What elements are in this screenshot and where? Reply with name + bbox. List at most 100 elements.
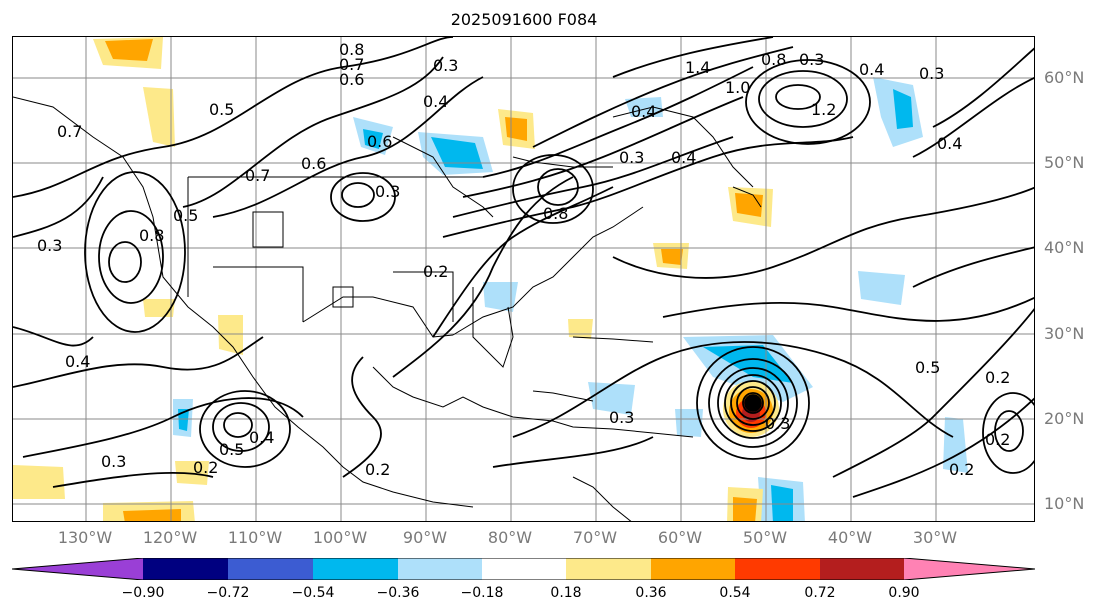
colorbar-svg (12, 558, 1035, 580)
contour-label: 1.2 (811, 100, 836, 119)
contour-label: 0.3 (37, 236, 62, 255)
contour-label: 0.4 (423, 92, 448, 111)
lat-label: 40°N (1044, 238, 1085, 257)
contour-label: 0.5 (173, 206, 198, 225)
colorbar-segment (566, 558, 651, 580)
orange-patch (661, 249, 683, 265)
colorbar-segment (820, 558, 904, 580)
contour-label: 0.4 (937, 134, 962, 153)
contour-label: 0.5 (915, 358, 940, 377)
contour-label: 0.3 (375, 182, 400, 201)
colorbar-segment (313, 558, 398, 580)
lon-label: 110°W (227, 528, 283, 547)
hurricane-contour (736, 386, 770, 420)
contour-label: 0.4 (65, 352, 90, 371)
colorbar-segment (398, 558, 482, 580)
hurricane-eye (744, 394, 762, 412)
lon-label: 40°W (827, 528, 873, 547)
colorbar-segment (904, 558, 1035, 580)
hurricane-contour (730, 380, 776, 426)
contour-label: 1.4 (685, 58, 710, 77)
colorbar-tick: −0.54 (291, 585, 335, 601)
coastlines (13, 96, 762, 521)
blue-patch (363, 129, 383, 149)
contours (13, 37, 1034, 498)
orange-patch (105, 39, 153, 61)
lon-label: 70°W (572, 528, 618, 547)
contour-label: 0.3 (433, 56, 458, 75)
contour-label: 0.2 (193, 458, 218, 477)
colorbar-segment (12, 558, 143, 580)
colorbar-tick: 0.54 (719, 585, 751, 601)
contour-label: 0.4 (671, 148, 696, 167)
contour-label: 0.8 (339, 40, 364, 59)
colorbar-tick: 0.36 (635, 585, 667, 601)
colorbar-tick: 0.72 (804, 585, 836, 601)
contour-label: 0.5 (209, 100, 234, 119)
contour-label: 1.0 (725, 78, 750, 97)
lon-label: 120°W (142, 528, 198, 547)
colorbar-segment (228, 558, 313, 580)
orange-patch (568, 319, 593, 339)
contour-label: 0.2 (423, 262, 448, 281)
colorbar-segment (143, 558, 228, 580)
contour-label: 0.2 (949, 460, 974, 479)
orange-patch (733, 497, 757, 521)
colorbar-tick: −0.36 (376, 585, 420, 601)
lon-label: 60°W (657, 528, 703, 547)
blue-patch (178, 409, 189, 431)
contour-label: 0.4 (859, 60, 884, 79)
orange-patch (123, 509, 181, 521)
lat-label: 50°N (1044, 153, 1085, 172)
blue-patch (483, 282, 518, 312)
lon-label: 130°W (57, 528, 113, 547)
blue-patch (431, 137, 483, 169)
contour-label: 0.3 (799, 50, 824, 69)
contour-label: 0.2 (985, 430, 1010, 449)
lat-label: 20°N (1044, 409, 1085, 428)
orange-patch (143, 87, 175, 147)
lon-label: 100°W (312, 528, 368, 547)
contour-label: 0.3 (101, 452, 126, 471)
contour-label: 0.7 (245, 166, 270, 185)
colorbar (12, 558, 1035, 580)
contour-label: 0.7 (57, 122, 82, 141)
orange-patch (13, 465, 65, 499)
contour-label: 0.2 (365, 460, 390, 479)
blue-patch (588, 382, 635, 415)
blue-patch (893, 89, 913, 129)
contour-label: 0.3 (619, 148, 644, 167)
hurricane-contour (742, 392, 764, 414)
contour-label: 0.6 (367, 132, 392, 151)
colorbar-tick: −0.90 (121, 585, 165, 601)
graticule (13, 37, 1034, 521)
colorbar-tick: −0.18 (460, 585, 504, 601)
contour-label: 0.8 (761, 50, 786, 69)
contour-labels: 0.8 0.7 0.6 0.3 0.4 1.4 1.0 0.8 0.3 0.4 … (37, 40, 1010, 479)
hurricane-contour (696, 346, 810, 460)
map-panel: 0.8 0.7 0.6 0.3 0.4 1.4 1.0 0.8 0.3 0.4 … (12, 36, 1035, 522)
colorbar-tick: 0.90 (888, 585, 920, 601)
contour-label: 0.2 (985, 368, 1010, 387)
lon-label: 30°W (912, 528, 958, 547)
contour-label: 0.5 (219, 440, 244, 459)
contour-label: 0.4 (249, 428, 274, 447)
map-title: 2025091600 F084 (450, 10, 598, 29)
contour-label: 0.6 (339, 70, 364, 89)
lat-label: 30°N (1044, 324, 1085, 343)
colorbar-tick: 0.18 (550, 585, 582, 601)
blue-patch (771, 485, 793, 521)
colorbar-segment (651, 558, 735, 580)
colorbar-segment (482, 558, 566, 580)
lat-label: 10°N (1044, 494, 1085, 513)
contour-label: 0.8 (543, 204, 568, 223)
contour-label: 0.7 (339, 55, 364, 74)
blue-patch (675, 409, 703, 437)
colorbar-tick: −0.72 (206, 585, 250, 601)
hurricane-contour (724, 374, 782, 432)
hurricane-contour (708, 358, 798, 448)
blue-patch (858, 271, 905, 305)
contour-label: 0.3 (919, 64, 944, 83)
contour-label: 0.3 (609, 408, 634, 427)
lon-label: 80°W (487, 528, 533, 547)
